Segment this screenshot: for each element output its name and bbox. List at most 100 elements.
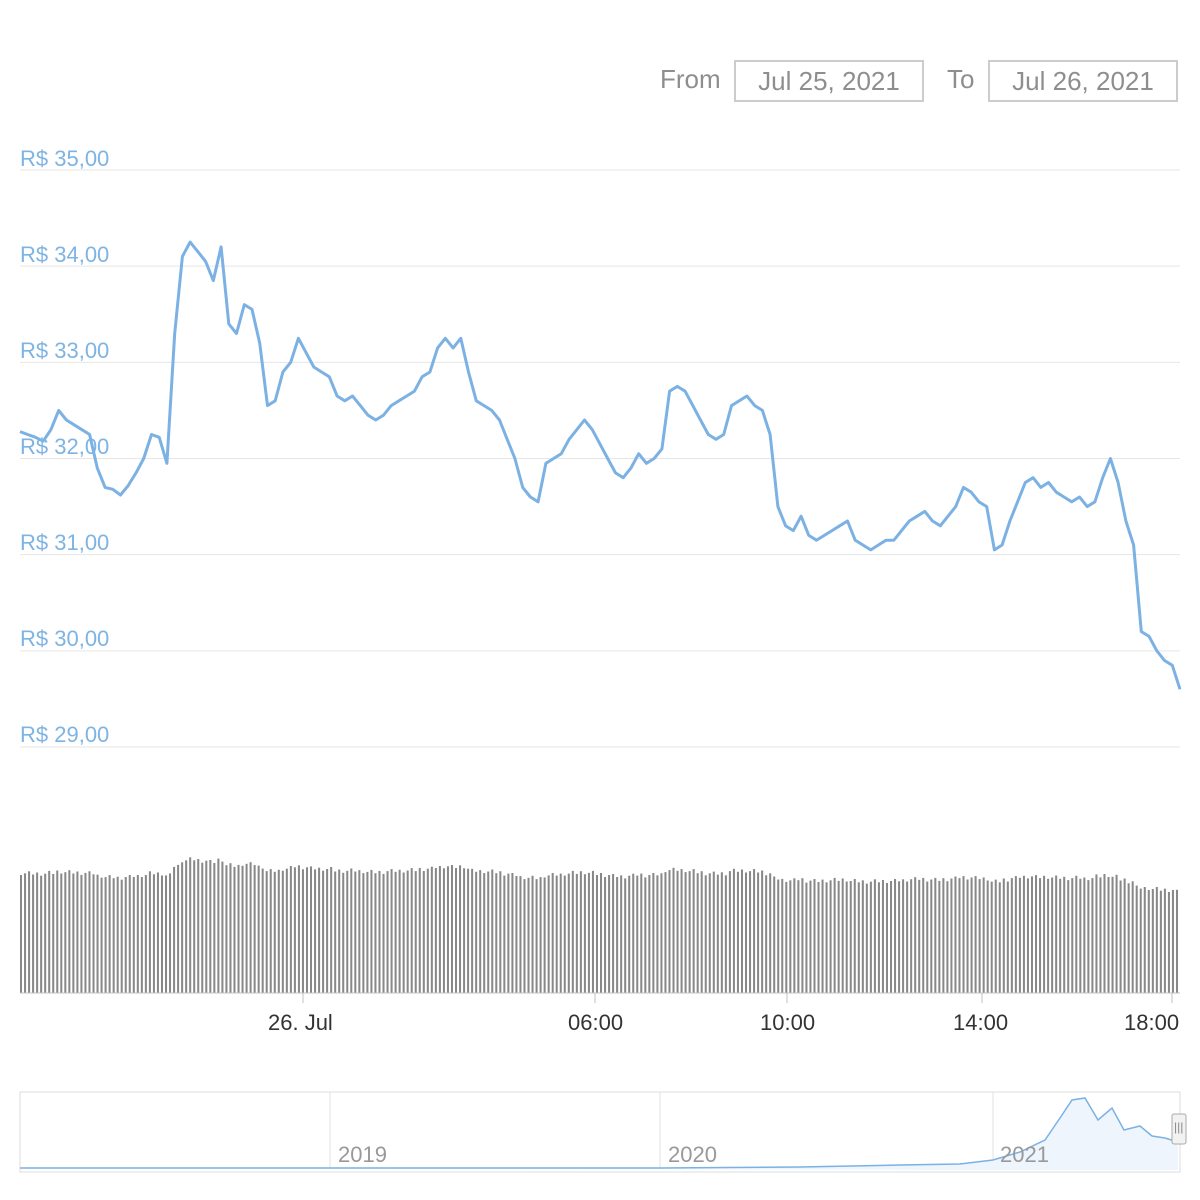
volume-bar [749, 871, 752, 993]
volume-bar [1111, 876, 1114, 994]
volume-bar [140, 877, 143, 993]
volume-bar [418, 868, 421, 993]
volume-bar [165, 875, 168, 993]
x-tick-label: 06:00 [568, 1010, 624, 1035]
volume-bar [519, 876, 522, 993]
volume-bar [507, 873, 510, 993]
volume-bar [1039, 878, 1042, 993]
volume-bar [716, 874, 719, 993]
volume-bar [475, 871, 478, 993]
volume-bar [426, 868, 429, 993]
navigator-line [20, 1097, 1179, 1169]
volume-bar [628, 875, 631, 993]
volume-bar [696, 873, 699, 993]
volume-bar [124, 877, 127, 993]
volume-bar [64, 872, 67, 993]
volume-bar [853, 879, 856, 993]
volume-bar [1010, 878, 1013, 993]
volume-bar [793, 878, 796, 994]
volume-bar [277, 869, 280, 993]
navigator[interactable] [19, 1091, 1187, 1173]
navigator-year-label: 2020 [668, 1142, 717, 1167]
volume-bar [104, 877, 107, 993]
volume-bar [398, 869, 401, 993]
volume-bar [434, 868, 437, 993]
volume-bar [378, 870, 381, 994]
volume-bar [676, 870, 679, 994]
volume-bar [877, 882, 880, 993]
volume-bar [563, 875, 566, 993]
volume-bar [88, 871, 91, 994]
volume-bar [1143, 887, 1146, 993]
volume-bar [350, 868, 353, 993]
volume-bar [898, 881, 901, 994]
volume-bar [781, 878, 784, 993]
volume-bar [495, 873, 498, 993]
volume-bar [503, 875, 506, 993]
navigator-handle[interactable] [1171, 1113, 1187, 1145]
volume-bar [704, 875, 707, 994]
volume-bar [293, 867, 296, 994]
volume-bar [926, 881, 929, 993]
volume-bar [668, 870, 671, 993]
volume-bar [289, 866, 292, 993]
volume-bar [986, 880, 989, 993]
volume-bar [994, 879, 997, 993]
y-tick-label: R$ 34,00 [20, 242, 110, 267]
volume-bar [1051, 877, 1054, 993]
volume-bar [620, 875, 623, 993]
volume-bar [906, 881, 909, 993]
to-date-input[interactable]: Jul 26, 2021 [988, 60, 1178, 102]
from-date-input[interactable]: Jul 25, 2021 [734, 60, 924, 102]
volume-bar [1135, 885, 1138, 993]
volume-bar [374, 873, 377, 993]
volume-bar [326, 869, 329, 993]
volume-bar [84, 872, 87, 993]
volume-bar [761, 870, 764, 993]
volume-bar [1147, 890, 1150, 993]
volume-bar [1063, 876, 1066, 993]
volume-bar [1159, 890, 1162, 993]
volume-bar [934, 877, 937, 993]
volume-bar [1175, 889, 1178, 993]
volume-bar [136, 875, 139, 993]
volume-bar [213, 863, 216, 993]
volume-bar [861, 880, 864, 993]
volume-bar [604, 877, 607, 993]
volume-bar [301, 869, 304, 993]
volume-bar [1075, 875, 1078, 993]
volume-bar [777, 879, 780, 993]
volume-bar [624, 878, 627, 993]
volume-bar [24, 873, 27, 994]
volume-bar [511, 873, 514, 993]
volume-bar [515, 876, 518, 993]
x-tick-label: 18:00 [1124, 1010, 1180, 1035]
volume-bar [644, 877, 647, 993]
volume-bar [261, 868, 264, 993]
volume-bar [652, 873, 655, 993]
volume-bar [583, 874, 586, 993]
volume-bar [1155, 887, 1158, 993]
volume-bar [821, 879, 824, 993]
volume-bar [479, 870, 482, 993]
volume-bar [177, 864, 180, 993]
volume-bar [217, 858, 220, 993]
volume-bar [253, 865, 256, 993]
volume-bar [1099, 877, 1102, 993]
volume-bar [229, 863, 232, 993]
volume-bar [169, 873, 172, 993]
volume-bar [366, 871, 369, 994]
volume-bar [1139, 888, 1142, 993]
volume-bar [571, 870, 574, 993]
volume-bar [692, 869, 695, 993]
volume-bar [825, 882, 828, 994]
volume-bar [849, 881, 852, 993]
volume-bar [809, 880, 812, 993]
volume-bar [382, 873, 385, 994]
volume-bar [567, 873, 570, 993]
volume-bar [539, 877, 542, 993]
volume-bar [330, 867, 333, 993]
volume-bar [44, 873, 47, 993]
volume-bar [978, 879, 981, 993]
